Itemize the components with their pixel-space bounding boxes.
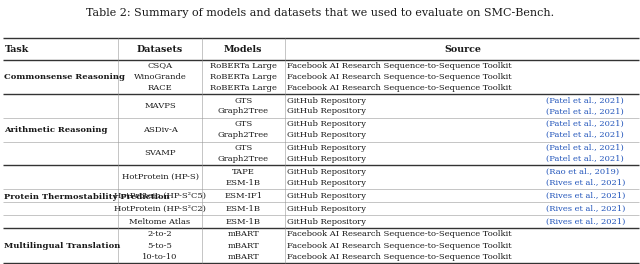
Text: Facebook AI Research Sequence-to-Sequence Toolkit: Facebook AI Research Sequence-to-Sequenc… <box>287 253 515 261</box>
Text: GitHub Repository: GitHub Repository <box>287 144 369 152</box>
Text: Table 2: Summary of models and datasets that we used to evaluate on SMC-Bench.: Table 2: Summary of models and datasets … <box>86 8 554 18</box>
Text: Task: Task <box>5 45 29 54</box>
Text: Datasets: Datasets <box>137 45 183 54</box>
Text: Facebook AI Research Sequence-to-Sequence Toolkit: Facebook AI Research Sequence-to-Sequenc… <box>287 62 515 70</box>
Text: RoBERTa Large: RoBERTa Large <box>210 84 276 92</box>
Text: Protein Thermostability Prediction: Protein Thermostability Prediction <box>4 193 170 201</box>
Text: GTS: GTS <box>234 120 252 128</box>
Text: GTS: GTS <box>234 97 252 105</box>
Text: (Patel et al., 2021): (Patel et al., 2021) <box>546 155 624 163</box>
Text: Facebook AI Research Sequence-to-Sequence Toolkit: Facebook AI Research Sequence-to-Sequenc… <box>287 84 515 92</box>
Text: RACE: RACE <box>148 84 172 92</box>
Text: Arithmetic Reasoning: Arithmetic Reasoning <box>4 126 108 134</box>
Text: (Rives et al., 2021): (Rives et al., 2021) <box>546 205 625 213</box>
Text: Facebook AI Research Sequence-to-Sequence Toolkit: Facebook AI Research Sequence-to-Sequenc… <box>287 73 515 81</box>
Text: HotProtein (HP-S): HotProtein (HP-S) <box>122 173 198 181</box>
Text: GitHub Repository: GitHub Repository <box>287 120 369 128</box>
Text: mBART: mBART <box>227 242 259 249</box>
Text: (Patel et al., 2021): (Patel et al., 2021) <box>546 97 624 105</box>
Text: 2-to-2: 2-to-2 <box>148 230 172 238</box>
Text: mBART: mBART <box>227 253 259 261</box>
Text: HotProtein (HP-S²C5): HotProtein (HP-S²C5) <box>114 191 206 200</box>
Text: TAPE: TAPE <box>232 168 255 176</box>
Text: mBART: mBART <box>227 230 259 238</box>
Text: GitHub Repository: GitHub Repository <box>287 205 369 213</box>
Text: ASDiv-A: ASDiv-A <box>143 126 177 134</box>
Text: MAVPS: MAVPS <box>144 102 176 110</box>
Text: Multilingual Translation: Multilingual Translation <box>4 242 120 249</box>
Text: ESM-1B: ESM-1B <box>226 218 260 226</box>
Text: ESM-1B: ESM-1B <box>226 178 260 187</box>
Text: GitHub Repository: GitHub Repository <box>287 191 369 200</box>
Text: Meltome Atlas: Meltome Atlas <box>129 218 191 226</box>
Text: 5-to-5: 5-to-5 <box>148 242 172 249</box>
Text: (Patel et al., 2021): (Patel et al., 2021) <box>546 120 624 128</box>
Text: ESM-1B: ESM-1B <box>226 205 260 213</box>
Text: (Rao et al., 2019): (Rao et al., 2019) <box>546 168 620 176</box>
Text: CSQA: CSQA <box>147 62 173 70</box>
Text: Graph2Tree: Graph2Tree <box>218 107 269 115</box>
Text: GitHub Repository: GitHub Repository <box>287 178 369 187</box>
Text: Facebook AI Research Sequence-to-Sequence Toolkit: Facebook AI Research Sequence-to-Sequenc… <box>287 242 515 249</box>
Text: Graph2Tree: Graph2Tree <box>218 131 269 139</box>
Text: ESM-IF1: ESM-IF1 <box>224 191 262 200</box>
Text: GitHub Repository: GitHub Repository <box>287 218 369 226</box>
Text: (Patel et al., 2021): (Patel et al., 2021) <box>546 144 624 152</box>
Text: (Rives et al., 2021): (Rives et al., 2021) <box>546 191 625 200</box>
Text: Models: Models <box>224 45 262 54</box>
Text: RoBERTa Large: RoBERTa Large <box>210 73 276 81</box>
Text: GitHub Repository: GitHub Repository <box>287 155 369 163</box>
Text: GitHub Repository: GitHub Repository <box>287 97 369 105</box>
Text: GTS: GTS <box>234 144 252 152</box>
Text: (Patel et al., 2021): (Patel et al., 2021) <box>546 131 624 139</box>
Text: HotProtein (HP-S²C2): HotProtein (HP-S²C2) <box>114 205 206 213</box>
Text: (Patel et al., 2021): (Patel et al., 2021) <box>546 107 624 115</box>
Text: Graph2Tree: Graph2Tree <box>218 155 269 163</box>
Text: GitHub Repository: GitHub Repository <box>287 107 369 115</box>
Text: GitHub Repository: GitHub Repository <box>287 168 369 176</box>
Text: 10-to-10: 10-to-10 <box>142 253 178 261</box>
Text: Facebook AI Research Sequence-to-Sequence Toolkit: Facebook AI Research Sequence-to-Sequenc… <box>287 230 515 238</box>
Text: GitHub Repository: GitHub Repository <box>287 131 369 139</box>
Text: (Rives et al., 2021): (Rives et al., 2021) <box>546 178 625 187</box>
Text: (Rives et al., 2021): (Rives et al., 2021) <box>546 218 625 226</box>
Text: WinoGrande: WinoGrande <box>134 73 186 81</box>
Text: Source: Source <box>444 45 481 54</box>
Text: SVAMP: SVAMP <box>144 149 176 157</box>
Text: Commonsense Reasoning: Commonsense Reasoning <box>4 73 125 81</box>
Text: RoBERTa Large: RoBERTa Large <box>210 62 276 70</box>
